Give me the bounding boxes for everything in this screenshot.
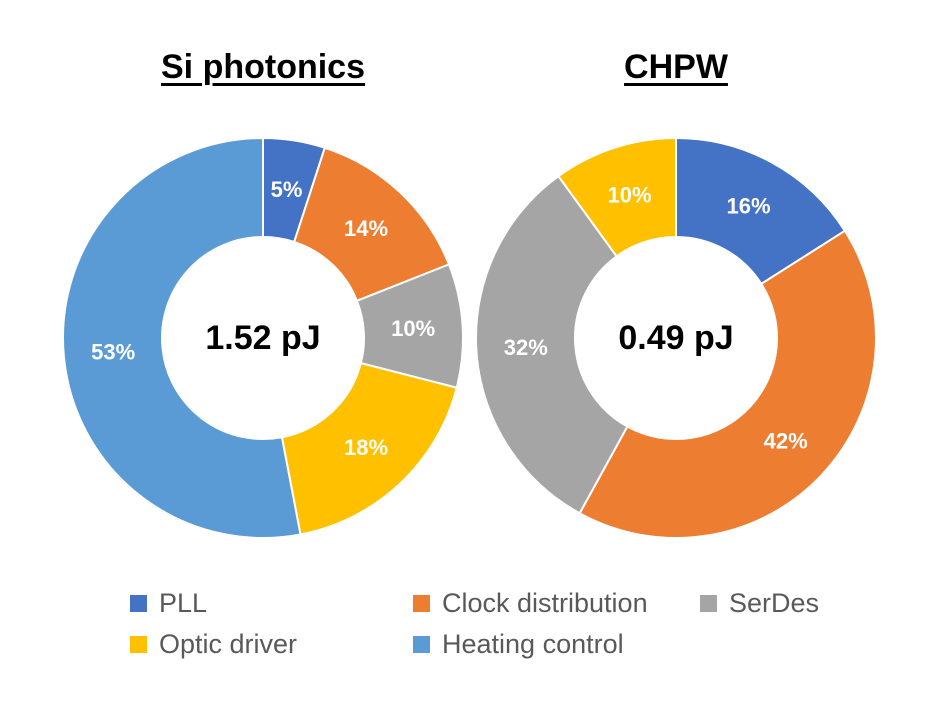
legend-item-optic-driver: Optic driver xyxy=(130,626,297,662)
legend-label-optic-driver: Optic driver xyxy=(159,628,298,659)
legend-label-clock-distribution: Clock distribution xyxy=(442,587,648,618)
legend-swatch-clock-distribution xyxy=(413,594,430,612)
slice-optic-driver xyxy=(557,136,677,258)
chart-title-si-photonics: Si photonics xyxy=(161,48,365,86)
legend-item-pll: PLL xyxy=(130,585,207,621)
legend-swatch-pll xyxy=(130,594,147,612)
slice-label-optic-driver: 10% xyxy=(607,182,651,207)
slice-label-pll: 5% xyxy=(271,177,303,202)
chart-legend: PLL Clock distribution SerDes Optic driv… xyxy=(130,585,850,675)
slice-clock-distribution xyxy=(578,229,877,539)
center-label: 1.52 pJ xyxy=(205,319,320,357)
legend-item-heating-control: Heating control xyxy=(413,626,624,662)
legend-swatch-serdes xyxy=(700,594,717,612)
legend-item-serdes: SerDes xyxy=(700,585,819,621)
slice-label-clock-distribution: 42% xyxy=(764,429,808,454)
slice-serdes xyxy=(475,174,629,515)
slice-optic-driver xyxy=(280,361,458,536)
center-label: 0.49 pJ xyxy=(618,319,733,357)
slice-pll xyxy=(675,136,847,286)
slice-label-clock-distribution: 14% xyxy=(344,216,388,241)
slice-label-serdes: 10% xyxy=(391,316,435,341)
chart-title-chpw: CHPW xyxy=(624,48,728,86)
legend-swatch-optic-driver xyxy=(130,635,147,653)
donut-si-photonics: 5% 14% 10% 18% 53% 1.52 pJ xyxy=(62,136,464,539)
legend-label-pll: PLL xyxy=(159,587,208,618)
donut-chpw: 16% 42% 32% 10% 0.49 pJ xyxy=(475,136,877,539)
slice-label-pll: 16% xyxy=(726,194,770,219)
legend-label-serdes: SerDes xyxy=(729,587,820,618)
slice-label-heating-control: 53% xyxy=(91,340,135,365)
slice-label-serdes: 32% xyxy=(504,335,548,360)
legend-label-heating-control: Heating control xyxy=(442,628,624,659)
legend-item-clock-distribution: Clock distribution xyxy=(413,585,648,621)
slice-label-optic-driver: 18% xyxy=(344,435,388,460)
legend-swatch-heating-control xyxy=(413,635,430,653)
slice-heating-control xyxy=(62,136,302,539)
